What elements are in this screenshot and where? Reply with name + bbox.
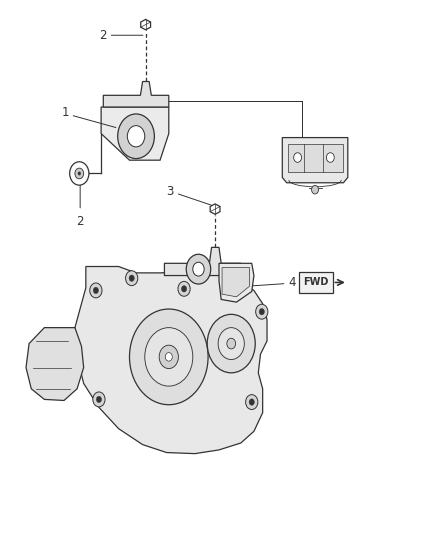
Circle shape	[326, 153, 334, 163]
Polygon shape	[101, 107, 169, 160]
Circle shape	[75, 168, 84, 179]
Circle shape	[93, 392, 105, 407]
Circle shape	[249, 399, 254, 405]
Polygon shape	[210, 204, 220, 214]
Polygon shape	[164, 247, 241, 276]
Circle shape	[256, 304, 268, 319]
Circle shape	[293, 153, 301, 163]
Text: 1: 1	[62, 106, 69, 119]
Text: 2: 2	[76, 215, 84, 228]
Circle shape	[129, 275, 134, 281]
Text: 2: 2	[99, 29, 106, 42]
Polygon shape	[283, 138, 348, 183]
Polygon shape	[26, 328, 84, 400]
Circle shape	[127, 126, 145, 147]
Circle shape	[126, 271, 138, 286]
Polygon shape	[222, 268, 250, 297]
Circle shape	[165, 353, 172, 361]
Circle shape	[130, 309, 208, 405]
Circle shape	[218, 328, 244, 360]
Circle shape	[246, 394, 258, 409]
Circle shape	[181, 286, 187, 292]
Circle shape	[90, 283, 102, 298]
Text: 4: 4	[288, 276, 296, 289]
Polygon shape	[103, 82, 169, 107]
Circle shape	[259, 309, 265, 315]
Circle shape	[207, 314, 255, 373]
Circle shape	[159, 345, 178, 368]
Circle shape	[93, 287, 99, 294]
Circle shape	[193, 262, 204, 276]
Text: FWD: FWD	[303, 278, 328, 287]
Circle shape	[145, 328, 193, 386]
Circle shape	[178, 281, 190, 296]
Polygon shape	[141, 19, 151, 30]
Circle shape	[186, 254, 211, 284]
Polygon shape	[288, 144, 343, 172]
Polygon shape	[75, 266, 267, 454]
Polygon shape	[219, 263, 254, 302]
Circle shape	[78, 172, 81, 175]
Circle shape	[70, 162, 89, 185]
Text: 3: 3	[166, 185, 174, 198]
FancyBboxPatch shape	[299, 272, 333, 293]
Circle shape	[118, 114, 154, 159]
Circle shape	[227, 338, 236, 349]
Circle shape	[311, 185, 318, 194]
Circle shape	[96, 396, 102, 402]
